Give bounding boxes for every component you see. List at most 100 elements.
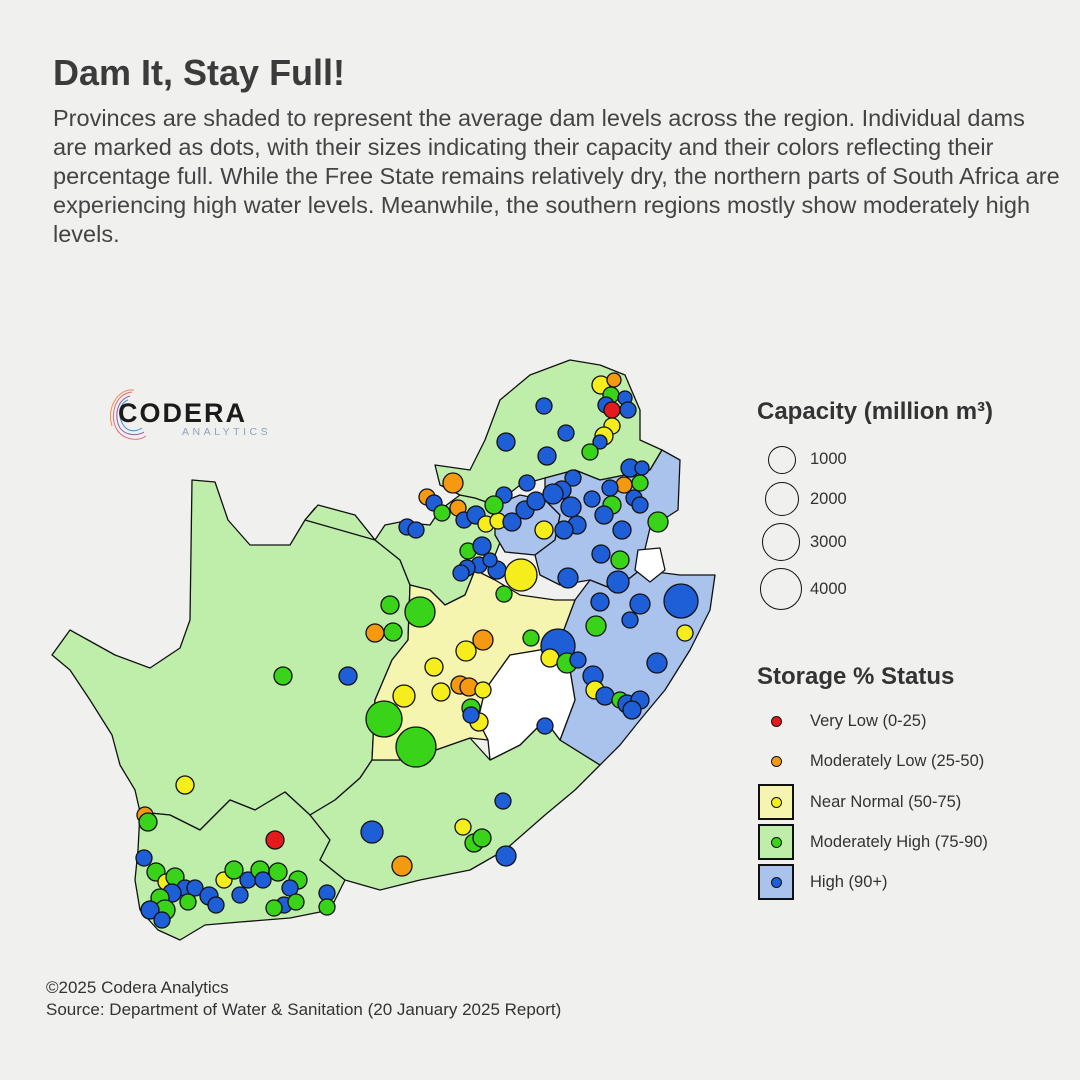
logo-subtitle: ANALYTICS (182, 426, 272, 438)
dam-marker (318, 898, 336, 916)
dam-marker (268, 862, 288, 882)
dam-marker (454, 818, 472, 836)
dam-marker (404, 596, 436, 628)
dam-marker (462, 706, 480, 724)
dam-marker (536, 717, 554, 735)
dam-marker (365, 623, 385, 643)
dam-marker (153, 911, 171, 929)
capacity-label-1000: 1000 (810, 450, 847, 468)
storage-label-near-normal: Near Normal (50-75) (810, 793, 962, 811)
storage-label-moderately-low: Moderately Low (25-50) (810, 752, 985, 770)
capacity-label-4000: 4000 (810, 580, 847, 598)
dam-marker (472, 536, 492, 556)
dam-marker (554, 520, 574, 540)
dam-marker (140, 900, 160, 920)
dam-marker (231, 886, 249, 904)
storage-label-very-low: Very Low (0-25) (810, 712, 927, 730)
dam-marker (392, 684, 416, 708)
dam-marker (540, 648, 560, 668)
dam-marker (590, 592, 610, 612)
dam-markers (135, 372, 699, 929)
dam-marker (560, 496, 582, 518)
dam-marker (365, 700, 403, 738)
dam-marker (610, 550, 630, 570)
dam-marker (495, 585, 513, 603)
dam-marker (138, 812, 158, 832)
dam-marker (629, 593, 651, 615)
dam-marker (601, 479, 619, 497)
dam-marker (472, 828, 492, 848)
dam-marker (581, 443, 599, 461)
dam-marker (186, 879, 204, 897)
storage-dot-moderately-low (771, 756, 782, 767)
dam-marker (647, 511, 669, 533)
dam-marker (175, 775, 195, 795)
dam-marker (455, 640, 477, 662)
dam-marker (619, 401, 637, 419)
dam-marker (557, 567, 579, 589)
dam-marker (646, 652, 668, 674)
dam-marker (676, 624, 694, 642)
capacity-legend-title: Capacity (million m³) (757, 398, 994, 425)
dam-marker (496, 432, 516, 452)
dam-marker (265, 899, 283, 917)
dam-marker (179, 893, 197, 911)
logo-wordmark: CODERA (118, 398, 248, 428)
dam-marker (557, 424, 575, 442)
dam-marker (621, 611, 639, 629)
capacity-label-2000: 2000 (810, 490, 847, 508)
codera-logo: CODERA ANALYTICS (104, 386, 284, 446)
storage-label-moderately-high: Moderately High (75-90) (810, 833, 988, 851)
dam-marker (484, 495, 504, 515)
dam-marker (265, 830, 285, 850)
dam-marker (585, 615, 607, 637)
dam-marker (634, 460, 650, 476)
capacity-ring-2000 (765, 482, 799, 516)
dam-marker (395, 726, 437, 768)
storage-dot-very-low (771, 716, 782, 727)
dam-marker (442, 472, 464, 494)
dam-marker (526, 491, 546, 511)
dam-marker (569, 651, 587, 669)
dam-marker (407, 521, 425, 539)
dam-marker (254, 871, 272, 889)
dam-marker (431, 682, 451, 702)
dam-marker (452, 564, 470, 582)
dam-marker (612, 520, 632, 540)
dam-marker (622, 700, 642, 720)
storage-legend-title: Storage % Status (757, 663, 955, 690)
capacity-ring-4000 (760, 568, 802, 610)
dam-marker (606, 372, 622, 388)
dam-marker (603, 401, 621, 419)
dam-marker (383, 622, 403, 642)
page-title: Dam It, Stay Full! (53, 52, 346, 93)
capacity-label-3000: 3000 (810, 533, 847, 551)
dam-marker (472, 629, 494, 651)
dam-marker (537, 446, 557, 466)
dam-marker (135, 849, 153, 867)
dam-marker (591, 544, 611, 564)
dam-marker (287, 893, 305, 911)
dam-marker (424, 657, 444, 677)
dam-marker (474, 681, 492, 699)
dam-marker (518, 474, 536, 492)
source-text: Source: Department of Water & Sanitation… (46, 1000, 562, 1019)
dam-marker (482, 552, 498, 568)
storage-dot-high (771, 877, 782, 888)
dam-marker (595, 686, 615, 706)
dam-marker (273, 666, 293, 686)
capacity-ring-1000 (768, 446, 796, 474)
storage-dot-moderately-high (771, 837, 782, 848)
logo-swirl-icon (110, 389, 147, 440)
dam-marker (583, 490, 601, 508)
dam-marker (535, 397, 553, 415)
storage-label-high: High (90+) (810, 873, 888, 891)
dam-marker (592, 434, 608, 450)
dam-marker (504, 558, 538, 592)
dam-marker (494, 792, 512, 810)
capacity-ring-3000 (762, 523, 800, 561)
copyright-text: ©2025 Codera Analytics (46, 978, 229, 997)
eswatini (634, 547, 666, 583)
footer: ©2025 Codera Analytics Source: Departmen… (46, 977, 561, 1021)
